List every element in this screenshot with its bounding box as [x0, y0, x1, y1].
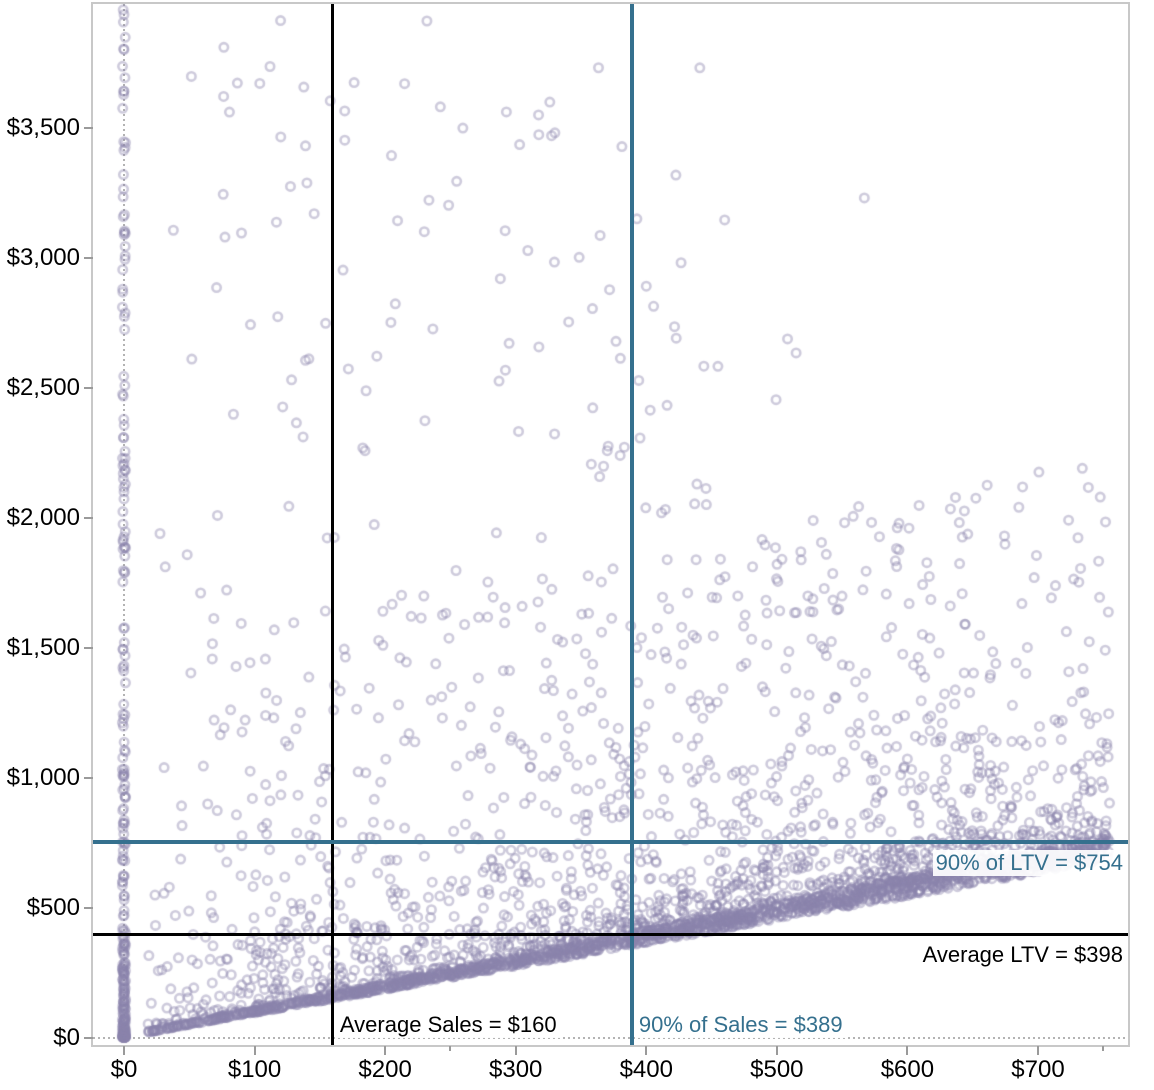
reference-line-p90-ltv[interactable] [93, 839, 1128, 844]
reference-line-label-average-sales[interactable]: Average Sales = $160 [336, 1012, 560, 1038]
reference-line-average-ltv[interactable] [93, 932, 1128, 936]
reference-line-label-average-ltv[interactable]: Average LTV = $398 [919, 942, 1126, 969]
reference-line-label-p90-sales[interactable]: 90% of Sales = $389 [635, 1012, 846, 1038]
reference-line-label-p90-ltv[interactable]: 90% of LTV = $754 [932, 849, 1126, 876]
reference-line-p90-sales[interactable] [629, 4, 634, 1045]
reference-line-average-sales[interactable] [331, 4, 335, 1045]
